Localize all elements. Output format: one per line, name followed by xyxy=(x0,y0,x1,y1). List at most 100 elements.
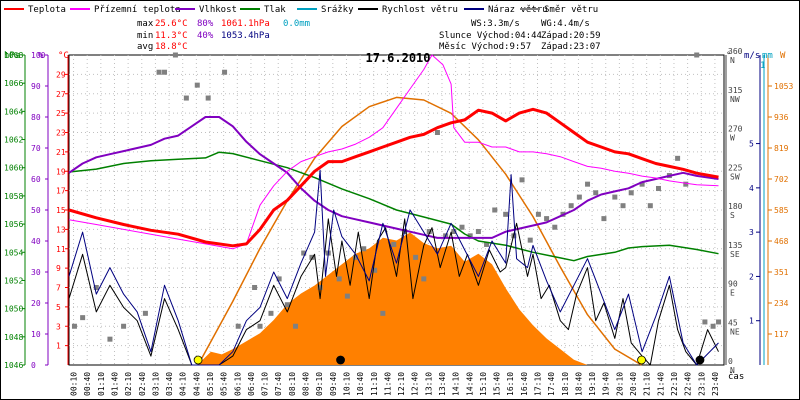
wind-tick-label: 4 xyxy=(749,184,754,193)
wind-direction-point xyxy=(336,276,342,282)
stat-max-temp: 25.6°C xyxy=(155,19,188,29)
stat-min-temp: 11.3°C xyxy=(155,31,188,41)
wind-direction-point xyxy=(293,323,299,329)
direction-tick-label: 270 xyxy=(728,125,743,134)
legend-label: Srážky xyxy=(321,5,354,15)
wind-direction-point xyxy=(107,336,113,342)
legend-label: Směr větru xyxy=(544,5,598,15)
humidity-tick-label: 60 xyxy=(31,175,41,184)
x-tick-label: 02:10 xyxy=(124,372,133,396)
wind-direction-point xyxy=(93,285,99,290)
humidity-tick-label: 30 xyxy=(31,268,41,277)
x-tick-label: 06:40 xyxy=(247,372,256,396)
series-slunecni-zareni xyxy=(197,232,588,365)
direction-compass-label: N xyxy=(730,366,735,375)
wind-direction-point xyxy=(492,207,498,213)
temperature-tick-label: 19 xyxy=(56,167,66,176)
pressure-tick-label: 1054 xyxy=(4,248,23,257)
wind-direction-point xyxy=(121,323,127,329)
wind-direction-point xyxy=(71,323,77,329)
direction-compass-label: NE xyxy=(730,327,740,336)
wind-direction-point xyxy=(353,254,359,260)
temperature-tick-label: 29 xyxy=(56,70,66,79)
legend-label: Náraz větru xyxy=(488,5,548,15)
direction-compass-label: SW xyxy=(730,172,740,181)
wind-direction-point xyxy=(413,254,419,260)
x-tick-label: 11:40 xyxy=(383,372,392,396)
direction-compass-label: NW xyxy=(730,95,740,104)
x-tick-label: 08:10 xyxy=(288,372,297,396)
humidity-tick-label: 40 xyxy=(31,237,41,246)
wind-direction-point xyxy=(568,203,574,209)
x-tick-label: 03:40 xyxy=(165,372,174,396)
axis-header-mm: mm xyxy=(762,51,773,61)
wind-direction-point xyxy=(391,241,397,247)
wind-direction-point xyxy=(301,250,307,256)
radiation-tick-label: 468 xyxy=(774,237,789,246)
x-tick-label: 13:10 xyxy=(424,372,433,396)
temperature-tick-label: 11 xyxy=(56,245,66,254)
x-tick-label: 04:40 xyxy=(192,372,201,396)
humidity-tick-label: 90 xyxy=(31,82,41,91)
wind-direction-point xyxy=(156,69,162,75)
direction-tick-label: 360 xyxy=(728,47,743,56)
temperature-tick-label: 27 xyxy=(56,90,66,99)
axis-header-w: W xyxy=(780,51,786,61)
x-tick-label: 09:10 xyxy=(315,372,324,396)
wind-direction-point xyxy=(535,211,541,217)
x-tick-label: 15:10 xyxy=(479,372,488,396)
series-tlak xyxy=(68,151,719,262)
wind-direction-point xyxy=(421,276,427,282)
pressure-tick-label: 1048 xyxy=(4,333,23,342)
stat-max-hum: 80% xyxy=(197,19,214,29)
x-tick-label: 09:40 xyxy=(329,372,338,396)
x-tick-label: 06:10 xyxy=(233,372,242,396)
temperature-tick-label: 23 xyxy=(56,129,66,138)
wind-direction-point xyxy=(484,241,490,247)
wind-direction-point xyxy=(620,203,626,209)
wind-direction-point xyxy=(194,82,200,88)
pressure-tick-label: 1058 xyxy=(4,192,23,201)
direction-compass-label: N xyxy=(730,56,735,65)
axis-header-degc: °C xyxy=(58,51,69,61)
temperature-tick-label: 3 xyxy=(56,322,61,331)
wind-direction-point xyxy=(519,177,525,183)
stat-min-press: 1053.4hPa xyxy=(221,31,270,41)
sunrise-marker xyxy=(193,355,203,365)
direction-compass-label: W xyxy=(730,134,735,143)
wind-direction-point xyxy=(380,310,386,316)
pressure-tick-label: 1052 xyxy=(4,276,23,285)
radiation-tick-label: 1053 xyxy=(774,82,793,91)
pressure-tick-label: 1066 xyxy=(4,79,23,88)
wind-direction-point xyxy=(426,229,432,235)
x-tick-label: 04:10 xyxy=(179,372,188,396)
x-tick-label: 05:40 xyxy=(220,372,229,396)
x-axis-label: čas xyxy=(728,371,744,382)
x-tick-label: 03:10 xyxy=(151,372,160,396)
x-tick-label: 00:10 xyxy=(70,372,79,396)
x-tick-label: 22:40 xyxy=(684,372,693,396)
pressure-tick-label: 1068 xyxy=(4,51,23,60)
stats-block: max 25.6°C 80% 1061.1hPa 0.0mm min 11.3°… xyxy=(137,19,601,52)
temperature-tick-label: 5 xyxy=(56,303,61,312)
humidity-tick-label: 10 xyxy=(31,330,41,339)
wind-direction-point xyxy=(503,211,509,217)
radiation-tick-label: 702 xyxy=(774,175,789,184)
stat-avg-temp: 18.8°C xyxy=(155,42,188,52)
series-teplota xyxy=(68,107,719,248)
axis-header-pct: % xyxy=(38,51,44,61)
humidity-tick-label: 50 xyxy=(31,206,41,215)
x-tick-label: 01:10 xyxy=(97,372,106,396)
axes-layer: 00:10 00:40 01:10 01:40 02:10 02:40 03:10 03:40… xyxy=(4,47,793,396)
x-tick-label: 22:10 xyxy=(670,372,679,396)
x-tick-label: 07:10 xyxy=(261,372,270,396)
series-slunecni-krivka xyxy=(197,96,642,366)
x-tick-label: 00:40 xyxy=(83,372,92,396)
temperature-tick-label: 1 xyxy=(56,342,61,351)
x-tick-label: 23:10 xyxy=(697,372,706,396)
wind-direction-point xyxy=(694,52,700,58)
wind-direction-point xyxy=(276,276,282,282)
stat-min-hum: 40% xyxy=(197,31,214,41)
humidity-tick-label: 100 xyxy=(31,51,46,60)
moonrise-text: Měsíc Východ:9:57 xyxy=(439,42,531,52)
